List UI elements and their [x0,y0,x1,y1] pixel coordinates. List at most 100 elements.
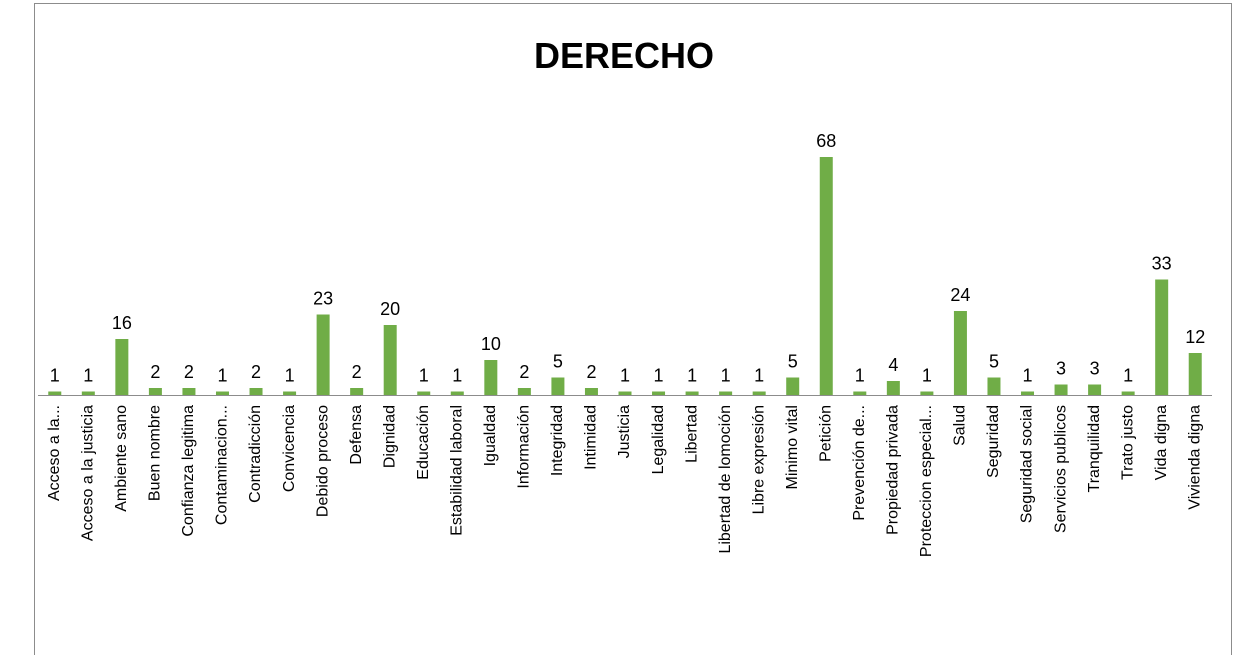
bar [584,388,598,395]
data-label: 1 [452,366,462,386]
bar [685,391,699,395]
x-tick-label: Intimidad [583,405,600,470]
bar [48,391,62,395]
data-label: 12 [1185,327,1205,347]
data-label: 1 [687,366,697,386]
x-tick-label: Petición [817,405,834,462]
x-tick-label: Educación [415,405,432,480]
x-tick-label: Confianza legitima [180,405,197,537]
x-tick-label: Vivienda digna [1186,405,1203,510]
data-label: 1 [620,366,630,386]
data-label: 20 [380,299,400,319]
x-tick-label: Libertad [683,405,700,463]
data-label: 3 [1090,359,1100,379]
bar [853,391,867,395]
x-tick-label: Estabilidad laboral [449,405,466,536]
x-tick-label: Acceso a la justicia [80,405,97,541]
x-tick-label: Tranquilidad [1086,405,1103,492]
x-tick-label: Legalidad [650,405,667,474]
bar [115,339,129,395]
data-label: 1 [1023,366,1033,386]
bar [987,377,1001,395]
data-label: 2 [586,362,596,382]
bar [350,388,364,395]
bar [81,391,95,395]
bar [1021,391,1035,395]
x-tick-label: Buen nombre [147,405,164,501]
x-tick-label: Defensa [348,405,365,465]
x-tick-label: Seguridad social [1019,405,1036,523]
bar [819,157,833,395]
bar [719,391,733,395]
x-tick-label: Salud [952,405,969,446]
bar [1188,353,1202,395]
data-label: 5 [788,352,798,372]
x-tick-label: Contradicción [247,405,264,503]
bar [1054,384,1068,395]
data-label: 1 [419,366,429,386]
bar [1088,384,1102,395]
data-label: 33 [1152,254,1172,274]
x-tick-label: Contaminacion... [214,405,231,525]
bar [618,391,632,395]
x-tick-label: Proteccion especial... [918,405,935,557]
data-label: 1 [217,366,227,386]
x-tick-label: Integridad [549,405,566,476]
bar [517,388,531,395]
x-tick-label: Vida digna [1153,405,1170,480]
bar [316,314,330,395]
data-label: 2 [150,362,160,382]
x-tick-label: Propiedad privada [885,405,902,535]
x-tick-label: Libre expresión [750,405,767,514]
bar [484,360,498,395]
x-tick-label: Justicia [616,405,633,458]
x-tick-label: Libertad de lomoción [717,405,734,554]
data-label: 2 [184,362,194,382]
bar [450,391,464,395]
bar [886,381,900,395]
data-label: 5 [989,352,999,372]
data-label: 24 [950,285,970,305]
x-tick-label: Prevención de... [851,405,868,521]
bar [786,377,800,395]
bar [383,325,397,395]
x-tick-label: Convicencia [281,405,298,492]
bar [1121,391,1135,395]
data-label: 1 [50,366,60,386]
chart-title: DERECHO [534,35,714,76]
bar [148,388,162,395]
data-label: 68 [816,131,836,151]
data-label: 23 [313,289,333,309]
bar [417,391,431,395]
data-label: 2 [251,362,261,382]
x-tick-label: Ambiente sano [113,405,130,512]
x-tick-label: Dignidad [381,405,398,468]
x-tick-label: Debido proceso [314,405,331,517]
x-tick-label: Acceso a la... [46,405,63,501]
data-label: 1 [83,366,93,386]
bar [1155,279,1169,395]
bar [953,311,967,395]
bar [283,391,297,395]
bar [752,391,766,395]
bar [215,391,229,395]
bar [249,388,263,395]
x-tick-label: Información [516,405,533,489]
data-label: 2 [519,362,529,382]
data-label: 1 [922,366,932,386]
x-tick-label: Minimo vital [784,405,801,489]
bar [551,377,565,395]
x-tick-label: Servicios publicos [1052,405,1069,533]
x-tick-label: Seguridad [985,405,1002,478]
bar [652,391,666,395]
data-label: 1 [1123,366,1133,386]
data-label: 1 [754,366,764,386]
data-label: 2 [352,362,362,382]
data-label: 4 [888,355,898,375]
x-tick-label: Trato justo [1119,405,1136,480]
data-label: 1 [855,366,865,386]
bar [920,391,934,395]
data-label: 5 [553,352,563,372]
